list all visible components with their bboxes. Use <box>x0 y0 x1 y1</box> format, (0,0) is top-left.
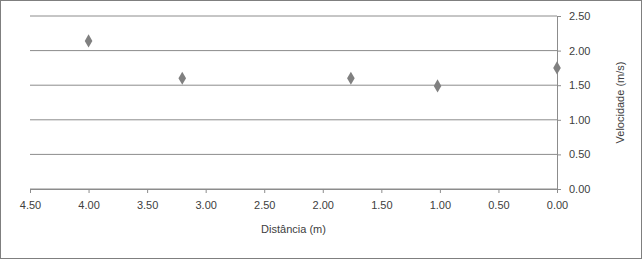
y-tick: 1.50 <box>557 79 590 91</box>
x-tick-mark <box>206 189 207 193</box>
y-axis-title: Velocidade (m/s) <box>614 62 626 144</box>
x-tick-label: 2.00 <box>313 199 334 211</box>
x-tick: 3.50 <box>137 189 158 211</box>
grid-line <box>30 189 557 190</box>
x-tick-mark <box>30 189 31 193</box>
x-tick-mark <box>264 189 265 193</box>
grid <box>30 16 557 189</box>
x-axis-title: Distância (m) <box>261 223 326 235</box>
y-tick: 1.00 <box>557 114 590 126</box>
y-axis-line <box>557 17 558 190</box>
y-tick: 2.50 <box>557 10 590 22</box>
point <box>434 79 442 92</box>
y-tick-mark <box>557 85 561 86</box>
x-tick-mark <box>89 189 90 193</box>
y-axis: 0.00 0.50 1.00 1.50 2.00 2.50 <box>557 10 590 195</box>
y-tick: 0.50 <box>557 148 590 160</box>
x-tick-label: 3.00 <box>195 199 216 211</box>
chart-border <box>1 1 642 259</box>
y-tick-mark <box>557 51 561 52</box>
x-tick: 2.00 <box>313 189 334 211</box>
x-tick-label: 3.50 <box>137 199 158 211</box>
x-tick: 1.50 <box>371 189 392 211</box>
x-tick: 0.50 <box>488 189 509 211</box>
y-tick-label: 1.50 <box>569 79 590 91</box>
x-tick-label: 2.50 <box>254 199 275 211</box>
x-tick-label: 1.50 <box>371 199 392 211</box>
x-tick: 0.00 <box>547 189 568 211</box>
grid-line <box>30 16 557 17</box>
x-tick-mark <box>381 189 382 193</box>
y-tick-label: 2.00 <box>569 45 590 57</box>
x-tick: 2.50 <box>254 189 275 211</box>
chart: 4.504.003.503.002.502.001.501.000.500.00… <box>0 0 642 259</box>
x-axis: 4.50 4.00 3.50 3.00 2.50 2.00 1.50 1.00 0.50 0.00 <box>20 189 568 211</box>
x-tick-mark <box>440 189 441 193</box>
y-tick-label: 0.50 <box>569 148 590 160</box>
x-tick: 1.00 <box>430 189 451 211</box>
point <box>347 72 355 85</box>
y-tick-label: 2.50 <box>569 10 590 22</box>
y-tick-mark <box>557 154 561 155</box>
grid-line <box>30 119 557 120</box>
x-tick-mark <box>498 189 499 193</box>
x-tick-label: 1.00 <box>430 199 451 211</box>
y-tick-mark <box>557 120 561 121</box>
point <box>178 72 186 85</box>
x-tick: 4.50 <box>20 189 41 211</box>
grid-line <box>30 50 557 51</box>
y-tick-mark <box>557 189 561 190</box>
y-tick-label: 0.00 <box>569 183 590 195</box>
x-tick: 3.00 <box>195 189 216 211</box>
x-tick: 4.00 <box>78 189 99 211</box>
point <box>553 61 561 74</box>
x-tick-mark <box>323 189 324 193</box>
x-tick-label: 4.50 <box>20 199 41 211</box>
x-tick-label: 4.00 <box>78 199 99 211</box>
y-tick: 2.00 <box>557 45 590 57</box>
grid-line <box>30 154 557 155</box>
y-tick-label: 1.00 <box>569 114 590 126</box>
y-tick-mark <box>557 16 561 17</box>
x-tick-label: 0.00 <box>547 199 568 211</box>
points <box>85 34 561 92</box>
x-tick-mark <box>147 189 148 193</box>
grid-line <box>30 85 557 86</box>
x-tick-label: 0.50 <box>488 199 509 211</box>
y-tick: 0.00 <box>557 183 590 195</box>
x-axis-line <box>31 189 558 190</box>
point <box>85 34 93 47</box>
